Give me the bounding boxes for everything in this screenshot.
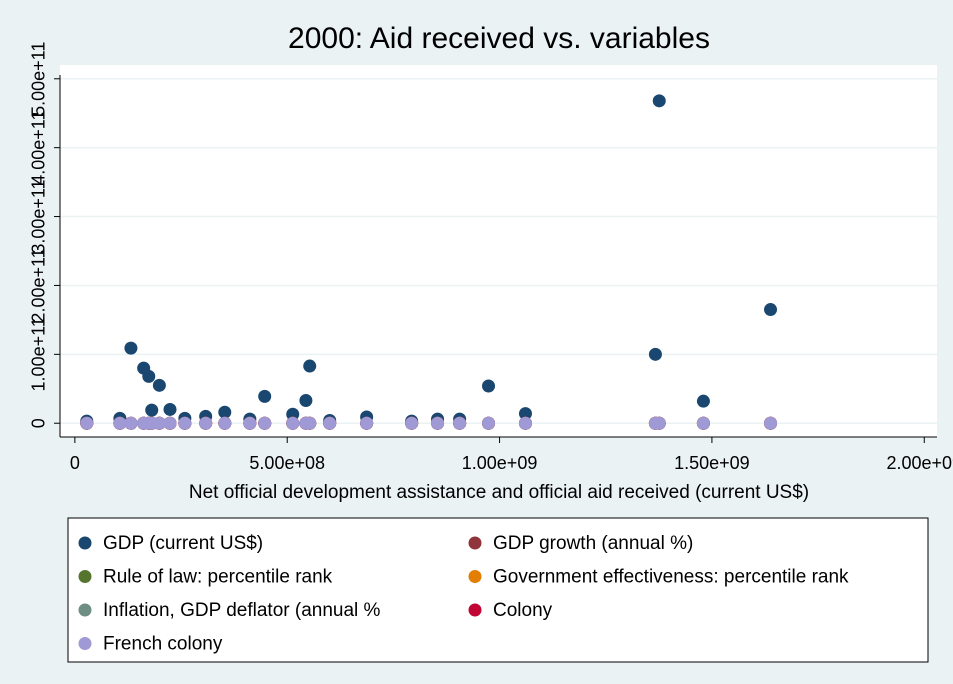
point	[299, 393, 313, 407]
legend-label: GDP growth (annual %)	[493, 533, 693, 554]
chart-title: 2000: Aid received vs. variables	[288, 22, 710, 55]
x-tick-label: 1.50e+09	[674, 453, 750, 473]
point	[696, 416, 710, 430]
legend-label: Rule of law: percentile rank	[103, 567, 333, 588]
legend-box	[67, 517, 929, 663]
legend-marker	[468, 536, 482, 550]
x-tick-label: 2.00e+09	[886, 453, 953, 473]
point	[299, 416, 313, 430]
y-tick-label: 4.00e+11	[29, 111, 49, 185]
legend-label: Government effectiveness: percentile ran…	[493, 567, 849, 588]
point	[124, 416, 138, 430]
point	[482, 416, 496, 430]
y-tick-label: 5.00e+11	[29, 42, 49, 116]
y-tick-label: 1.00e+11	[29, 317, 49, 391]
point	[286, 407, 300, 421]
legend-marker	[78, 603, 92, 617]
point	[764, 303, 778, 317]
plot-area	[60, 65, 937, 437]
x-tick-label: 0	[70, 453, 80, 473]
x-tick-label: 5.00e+08	[249, 453, 325, 473]
legend-label: French colony	[103, 634, 223, 655]
point	[764, 416, 778, 430]
legend-marker	[468, 570, 482, 583]
x-axis-title: Net official development assistance and …	[189, 482, 809, 503]
legend-label: Inflation, GDP deflator (annual %	[103, 600, 381, 621]
y-tick-label: 0	[29, 418, 49, 428]
point	[218, 405, 232, 419]
point	[652, 94, 666, 108]
point	[258, 389, 272, 403]
point	[303, 359, 317, 373]
point	[648, 416, 662, 430]
legend-marker	[468, 603, 482, 617]
point	[163, 416, 177, 430]
point	[482, 379, 496, 393]
point	[142, 369, 156, 383]
point	[80, 416, 94, 430]
point	[199, 416, 213, 430]
point	[178, 416, 192, 430]
legend-label: GDP (current US$)	[103, 533, 263, 554]
point	[218, 416, 232, 430]
point	[431, 416, 445, 430]
point	[145, 403, 159, 417]
legend-marker	[78, 637, 92, 650]
y-tick-label: 3.00e+11	[29, 179, 49, 253]
point	[518, 416, 532, 430]
point	[453, 416, 467, 430]
x-tick-label: 1.00e+09	[462, 453, 538, 473]
point	[152, 378, 166, 392]
point	[518, 407, 532, 421]
point	[113, 416, 127, 430]
point	[124, 341, 138, 355]
point	[648, 347, 662, 361]
point	[145, 416, 159, 430]
legend-label: Colony	[493, 600, 553, 621]
point	[696, 394, 710, 408]
point	[405, 416, 419, 430]
point	[243, 416, 257, 430]
point	[258, 416, 272, 430]
point	[360, 416, 374, 430]
legend-marker	[78, 570, 92, 583]
y-tick-label: 2.00e+11	[29, 248, 49, 322]
legend-marker	[78, 536, 92, 550]
point	[323, 416, 337, 430]
point	[286, 416, 300, 430]
point	[163, 402, 177, 416]
